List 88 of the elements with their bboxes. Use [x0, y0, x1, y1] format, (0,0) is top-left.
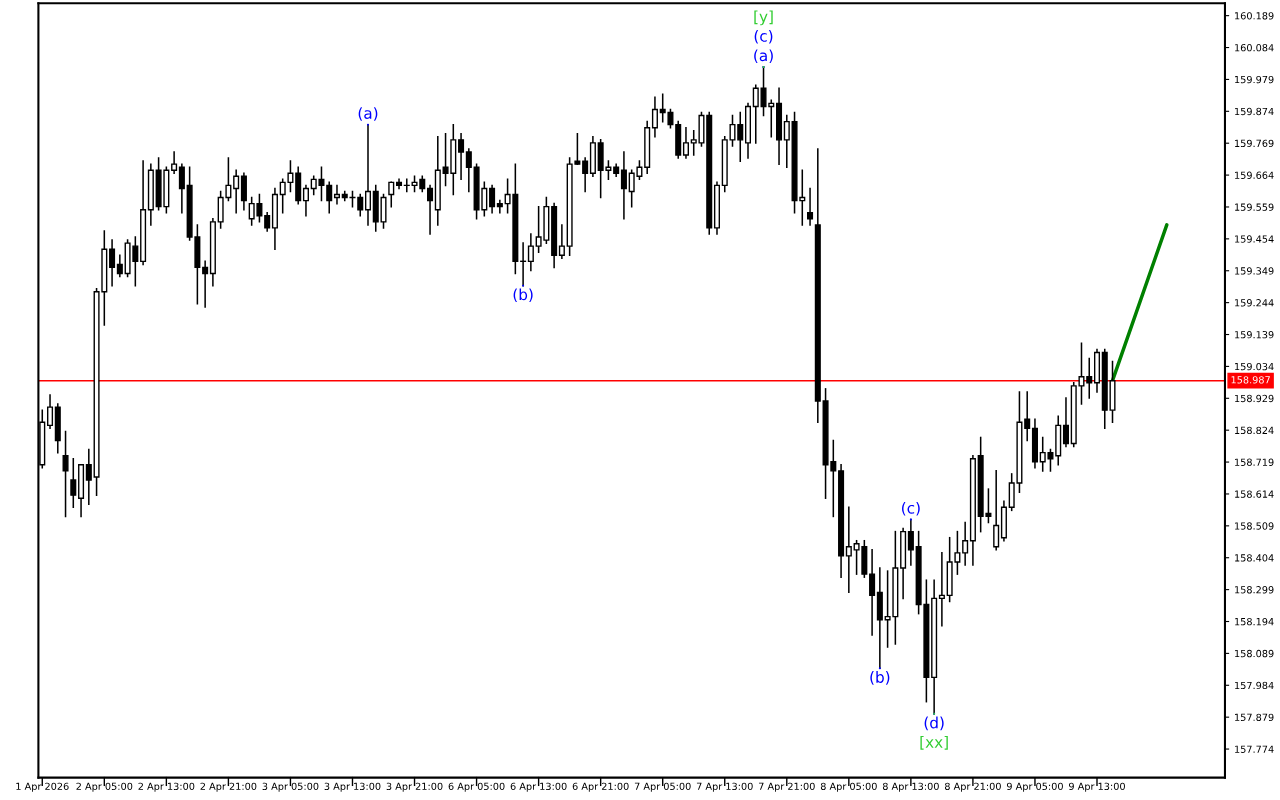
y-tick-label: 160.189 [1235, 12, 1274, 20]
y-tick-label: 157.879 [1235, 713, 1274, 721]
y-tick-label: 159.349 [1235, 267, 1274, 275]
candlestick [620, 151, 627, 220]
candlestick [869, 549, 876, 636]
y-tick-label: 159.244 [1235, 299, 1274, 307]
y-tick-label: 158.089 [1235, 649, 1274, 658]
candlestick [47, 394, 54, 430]
candlestick [62, 430, 69, 518]
candlestick [85, 448, 92, 506]
candlestick [465, 148, 472, 193]
candlestick [1062, 397, 1069, 448]
x-tick-label: 3 Apr 13:00 [324, 782, 381, 792]
y-tick-label: 158.509 [1235, 522, 1274, 530]
candlestick [427, 184, 434, 235]
y-tick-label: 158.404 [1235, 554, 1274, 562]
candlestick [458, 133, 465, 181]
y-tick-label: 159.034 [1235, 362, 1274, 371]
x-tick-label: 2 Apr 21:00 [200, 782, 257, 792]
data-label: [y] [754, 10, 773, 26]
candlestick [1024, 391, 1031, 442]
data-label: (b) [513, 288, 533, 303]
x-tick-label: 6 Apr 05:00 [448, 782, 505, 792]
candlestick [178, 163, 185, 214]
candlestick [938, 552, 945, 627]
x-tick-label: 8 Apr 05:00 [820, 782, 877, 792]
candlestick [558, 224, 565, 260]
x-tick-label: 2 Apr 13:00 [138, 782, 195, 792]
y-tick-label: 157.984 [1235, 681, 1274, 690]
candlestick [682, 126, 689, 159]
candlestick [489, 184, 496, 214]
y-tick-label: 158.719 [1235, 458, 1274, 466]
candlestick [233, 169, 240, 214]
x-tick-label: 9 Apr 05:00 [1006, 782, 1063, 792]
x-tick-label: 7 Apr 13:00 [696, 782, 753, 792]
y-tick-label: 160.084 [1235, 44, 1274, 52]
data-label: (c) [754, 29, 773, 44]
candlestick [109, 239, 116, 287]
candlestick [70, 457, 77, 509]
data-label: (b) [870, 671, 890, 685]
candlestick [845, 506, 852, 594]
y-tick-label: 158.299 [1235, 586, 1274, 594]
y-tick-label: 159.769 [1235, 139, 1274, 148]
x-tick-label: 6 Apr 21:00 [572, 782, 629, 792]
y-tick-label: 159.979 [1235, 75, 1274, 84]
candlestick [993, 470, 1000, 551]
x-tick-label: 8 Apr 13:00 [882, 782, 939, 792]
candlestick [388, 181, 395, 208]
candlestick [962, 521, 969, 566]
candlestick [651, 96, 658, 138]
x-tick-label: 6 Apr 13:00 [510, 782, 567, 792]
x-tick-label: 1 Apr 2026 [16, 782, 69, 792]
x-tick-label: 2 Apr 05:00 [76, 782, 133, 792]
candlestick [364, 123, 372, 226]
candlestick [326, 181, 333, 214]
data-label: (a) [754, 49, 773, 64]
y-tick-label: 159.874 [1235, 107, 1274, 116]
candlestick [783, 114, 790, 168]
y-tick-label: 158.824 [1235, 426, 1274, 435]
y-tick-label: 157.774 [1235, 745, 1274, 753]
y-tick-label: 159.454 [1235, 235, 1274, 243]
data-label: (d) [924, 716, 944, 731]
x-tick-label: 7 Apr 21:00 [758, 782, 815, 792]
x-tick-label: 7 Apr 05:00 [634, 782, 691, 792]
data-label: (a) [358, 107, 378, 121]
x-tick-label: 3 Apr 05:00 [262, 782, 319, 792]
x-tick-label: 9 Apr 13:00 [1069, 782, 1125, 792]
data-label: (c) [902, 501, 920, 516]
y-tick-label: 158.929 [1235, 394, 1274, 403]
x-tick-label: 3 Apr 21:00 [386, 782, 443, 792]
x-tick-label: 8 Apr 21:00 [944, 782, 1001, 792]
candlestick [116, 254, 123, 278]
candlestick [582, 157, 589, 193]
candlestick [171, 151, 178, 175]
candlestick [333, 184, 341, 205]
candlestick [807, 187, 814, 226]
candlestick [527, 233, 534, 272]
ref-line-label: 158.987 [1231, 376, 1270, 384]
y-tick-label: 159.559 [1235, 203, 1274, 211]
y-tick-label: 159.664 [1235, 171, 1274, 179]
y-tick-label: 158.614 [1235, 490, 1274, 498]
candlestick [264, 211, 271, 232]
data-label: [xx] [920, 736, 948, 750]
candlestick [202, 260, 209, 308]
candlestick [496, 199, 503, 214]
y-tick-label: 159.139 [1235, 331, 1274, 339]
y-tick-label: 158.194 [1235, 617, 1274, 626]
candlestick [302, 184, 309, 217]
